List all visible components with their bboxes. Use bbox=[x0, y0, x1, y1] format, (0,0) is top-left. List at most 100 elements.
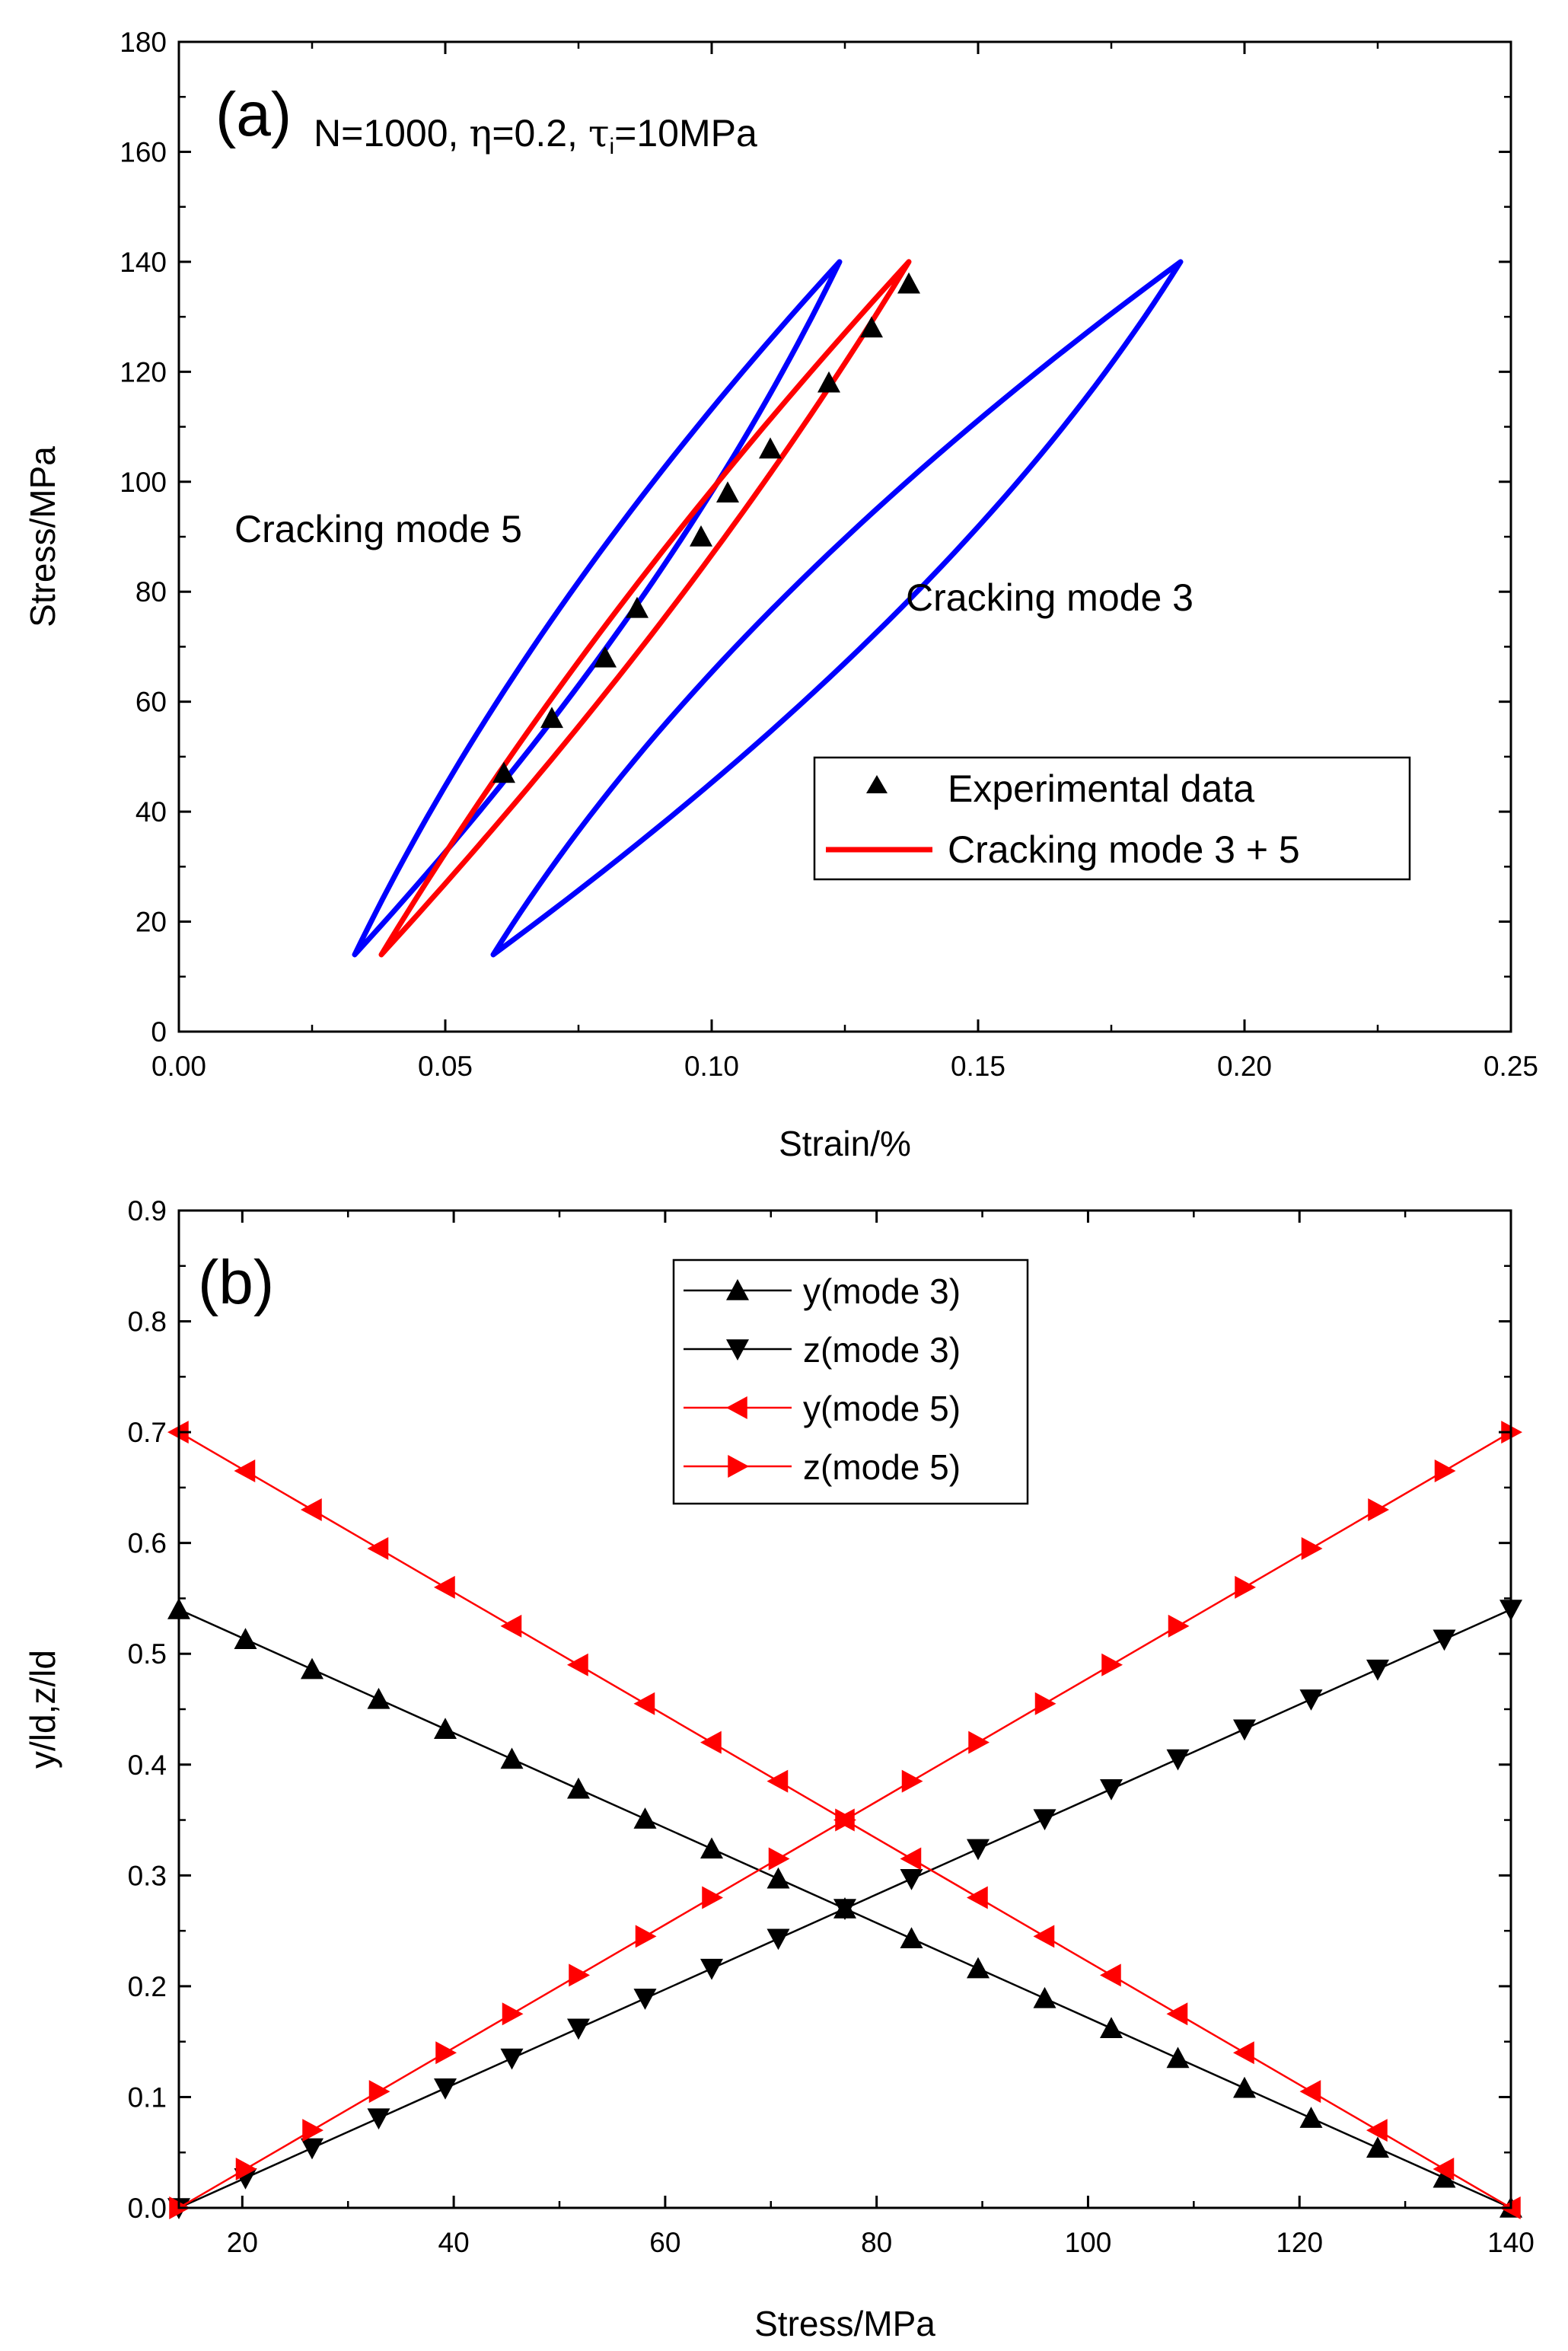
series-point-z-mode-5 bbox=[635, 1925, 657, 1948]
panel-b-y-tick-label: 0.4 bbox=[128, 1750, 167, 1781]
experimental-point bbox=[492, 761, 515, 783]
panel-b-x-tick-label: 120 bbox=[1276, 2227, 1323, 2258]
panel-a-x-axis-label: Strain/% bbox=[779, 1124, 911, 1163]
series-point-z-mode-3 bbox=[633, 1989, 657, 2010]
series-point-y-mode-3 bbox=[900, 1927, 923, 1949]
panel-a-y-tick-label: 40 bbox=[135, 796, 167, 828]
panel-a-chart: 0.00 0.05 0.10 0.15 0.20 0.25 0 20 40 60 80 100 120 1… bbox=[23, 27, 1538, 1163]
panel-a-y-tick-label: 180 bbox=[120, 27, 167, 58]
series-point-y-mode-5 bbox=[766, 1769, 789, 1793]
series-point-z-mode-5 bbox=[368, 2080, 390, 2104]
panel-a-x-tick-label: 0.20 bbox=[1217, 1051, 1272, 1082]
panel-a-x-tick-label: 0.05 bbox=[418, 1051, 473, 1082]
series-point-y-mode-3 bbox=[633, 1807, 657, 1829]
loop-cracking-mode-3-5 bbox=[378, 259, 912, 958]
series-point-y-mode-3 bbox=[1233, 2076, 1256, 2098]
panel-a-x-tick-label: 0.25 bbox=[1484, 1051, 1538, 1082]
series-point-y-mode-5 bbox=[900, 1847, 922, 1871]
experimental-point bbox=[716, 481, 739, 502]
series-point-z-mode-5 bbox=[1168, 1614, 1190, 1638]
series-point-z-mode-3 bbox=[434, 2078, 457, 2100]
annotation-cracking-mode-3: Cracking mode 3 bbox=[906, 576, 1194, 619]
series-point-y-mode-5 bbox=[1433, 2158, 1455, 2181]
series-point-y-mode-5 bbox=[567, 1653, 588, 1676]
series-point-y-mode-5 bbox=[1299, 2080, 1321, 2104]
series-point-z-mode-3 bbox=[967, 1839, 990, 1861]
series-point-z-mode-3 bbox=[833, 1899, 856, 1920]
series-point-y-mode-5 bbox=[234, 1459, 256, 1483]
series-point-z-mode-5 bbox=[1368, 1498, 1389, 1521]
series-point-y-mode-5 bbox=[301, 1498, 322, 1521]
panel-a-x-tick-label: 0.00 bbox=[151, 1051, 206, 1082]
panel-b-x-axis-label: Stress/MPa bbox=[754, 2304, 935, 2343]
panel-b-x-tick-label: 100 bbox=[1065, 2227, 1112, 2258]
panel-b-legend: y(mode 3) z(mode 3) y(mode 5) z(mode 5) bbox=[672, 1258, 1029, 1505]
series-point-z-mode-3 bbox=[900, 1868, 923, 1890]
panel-a-y-tick-label: 160 bbox=[120, 136, 167, 167]
series-point-y-mode-5 bbox=[700, 1731, 722, 1754]
series-point-y-mode-3 bbox=[500, 1747, 524, 1769]
series-point-z-mode-3 bbox=[1433, 1629, 1456, 1651]
series-point-z-mode-5 bbox=[1301, 1536, 1323, 1560]
series-point-z-mode-5 bbox=[1434, 1459, 1456, 1483]
panel-a-parameters: N=1000, η=0.2, τi=10MPa bbox=[314, 111, 757, 159]
experimental-point bbox=[860, 316, 883, 338]
series-point-y-mode-5 bbox=[967, 1886, 988, 1909]
series-point-y-mode-5 bbox=[367, 1536, 389, 1560]
panel-a-y-tick-label: 20 bbox=[135, 907, 167, 938]
series-point-y-mode-3 bbox=[234, 1628, 257, 1650]
panel-b-y-tick-label: 0.9 bbox=[128, 1195, 167, 1227]
series-point-z-mode-5 bbox=[702, 1886, 723, 1909]
panel-b-x-tick-label: 140 bbox=[1487, 2227, 1535, 2258]
series-point-y-mode-3 bbox=[1100, 2017, 1123, 2038]
series-point-z-mode-5 bbox=[1034, 1692, 1056, 1715]
series-point-z-mode-5 bbox=[1101, 1653, 1123, 1676]
legend-marker-y-mode-3 bbox=[726, 1279, 749, 1300]
panel-b-y-tick-label: 0.0 bbox=[128, 2193, 167, 2224]
series-point-z-mode-5 bbox=[435, 2041, 457, 2065]
panel-a-x-tick-label: 0.15 bbox=[951, 1051, 1005, 1082]
panel-b-x-tick-label: 40 bbox=[438, 2227, 470, 2258]
series-point-y-mode-3 bbox=[766, 1867, 790, 1889]
series-point-y-mode-3 bbox=[1299, 2107, 1323, 2128]
panel-b-y-tick-label: 0.5 bbox=[128, 1638, 167, 1670]
experimental-point bbox=[690, 525, 712, 547]
series-point-z-mode-5 bbox=[768, 1847, 790, 1871]
series-point-y-mode-3 bbox=[967, 1957, 990, 1979]
series-point-z-mode-5 bbox=[1235, 1575, 1256, 1599]
annotation-cracking-mode-5: Cracking mode 5 bbox=[234, 508, 522, 550]
experimental-point bbox=[540, 707, 563, 729]
panel-b-label: (b) bbox=[198, 1248, 274, 1317]
series-point-y-mode-5 bbox=[1366, 2119, 1388, 2142]
experimental-point bbox=[759, 437, 782, 459]
series-point-y-mode-3 bbox=[434, 1718, 457, 1739]
series-point-y-mode-5 bbox=[633, 1692, 655, 1715]
series-point-y-mode-3 bbox=[1166, 2046, 1190, 2069]
legend-marker-z-mode-3 bbox=[726, 1339, 749, 1361]
series-point-z-mode-5 bbox=[835, 1808, 856, 1832]
series-point-y-mode-5 bbox=[1166, 2002, 1188, 2026]
panel-b-chart: 20 40 60 80 100 120 140 0.0 0.1 0.2 0.3 0.4 0.5 0.6 0.… bbox=[23, 1195, 1535, 2343]
legend-label-mode-3-5: Cracking mode 3 + 5 bbox=[948, 828, 1300, 871]
series-point-z-mode-3 bbox=[367, 2108, 390, 2130]
panel-a-y-tick-label: 120 bbox=[120, 356, 167, 388]
experimental-point bbox=[594, 646, 617, 668]
legend-label-experimental: Experimental data bbox=[948, 767, 1254, 810]
panel-b-y-axis-label: y/ld,z/ld bbox=[23, 1650, 62, 1769]
series-point-z-mode-3 bbox=[500, 2048, 524, 2070]
series-point-z-mode-5 bbox=[502, 2002, 524, 2026]
series-point-z-mode-5 bbox=[302, 2119, 323, 2142]
series-point-y-mode-3 bbox=[1366, 2136, 1389, 2158]
legend-marker-y-mode-5 bbox=[726, 1396, 747, 1419]
series-point-y-mode-5 bbox=[500, 1614, 522, 1638]
panel-b-y-tick-label: 0.6 bbox=[128, 1528, 167, 1559]
panel-b-x-tick-label: 60 bbox=[649, 2227, 680, 2258]
panel-a-label: (a) bbox=[215, 80, 292, 149]
legend-marker-experimental bbox=[866, 775, 888, 793]
series-point-y-mode-3 bbox=[367, 1687, 390, 1709]
panel-b-y-tick-label: 0.8 bbox=[128, 1306, 167, 1338]
series-point-z-mode-3 bbox=[1100, 1779, 1123, 1801]
series-point-y-mode-5 bbox=[1233, 2041, 1254, 2065]
panel-a-y-tick-label: 140 bbox=[120, 247, 167, 278]
